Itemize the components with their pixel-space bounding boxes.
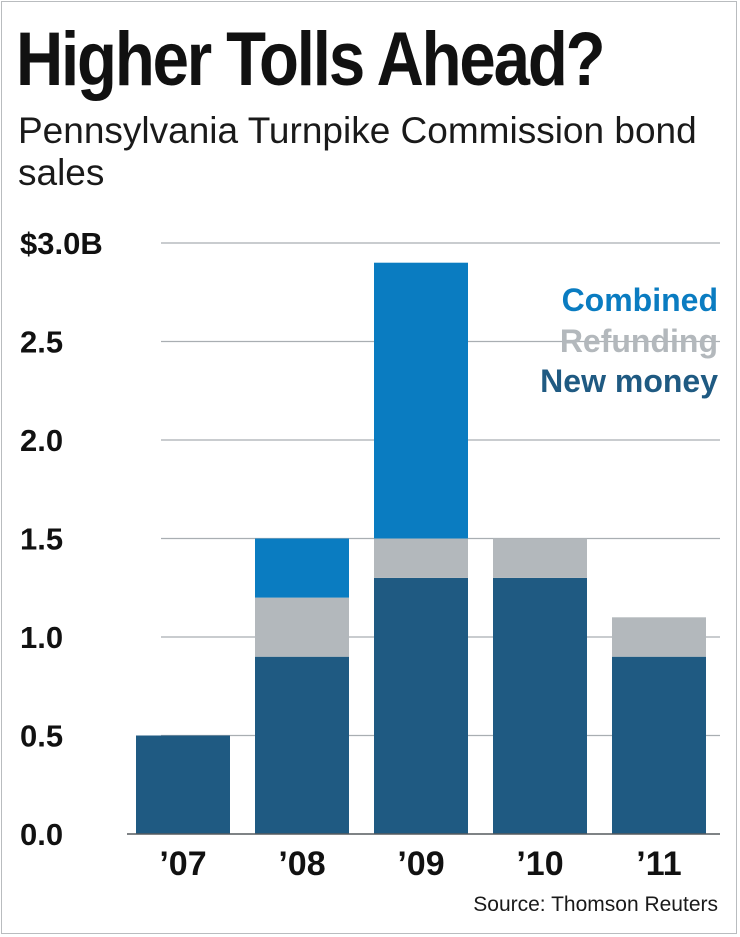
chart-subtitle: Pennsylvania Turnpike Commission bond sa… [18,110,697,193]
x-tick-label: ’09 [397,845,444,883]
y-tick-label: 1.5 [20,522,63,557]
x-tick-label: ’07 [159,845,206,883]
bar-combined [374,262,468,539]
bar-new-money [374,577,468,834]
bar-refunding [612,617,706,657]
bar-new-money [493,577,587,834]
y-tick-label: 2.0 [20,423,63,458]
bar-new-money [255,656,349,834]
y-tick-label: $3.0B [20,226,103,261]
bar-refunding [255,597,349,657]
bar-refunding [374,538,468,578]
x-tick-label: ’11 [636,845,681,883]
bar-new-money [612,656,706,834]
y-tick-label: 0.0 [20,817,63,852]
bar-refunding [493,538,587,578]
x-tick-label: ’08 [278,845,325,883]
y-tick-label: 2.5 [20,325,63,360]
legend-item: Combined [562,282,718,318]
bar-new-money [136,735,230,834]
bar-combined [255,538,349,598]
chart-title: Higher Tolls Ahead? [16,17,606,102]
x-tick-label: ’10 [516,845,563,883]
y-tick-label: 1.0 [20,620,63,655]
y-tick-label: 0.5 [20,719,63,754]
source-note: Source: Thomson Reuters [473,893,718,916]
legend-item: Refunding [560,323,718,359]
legend-item: New money [540,363,718,399]
